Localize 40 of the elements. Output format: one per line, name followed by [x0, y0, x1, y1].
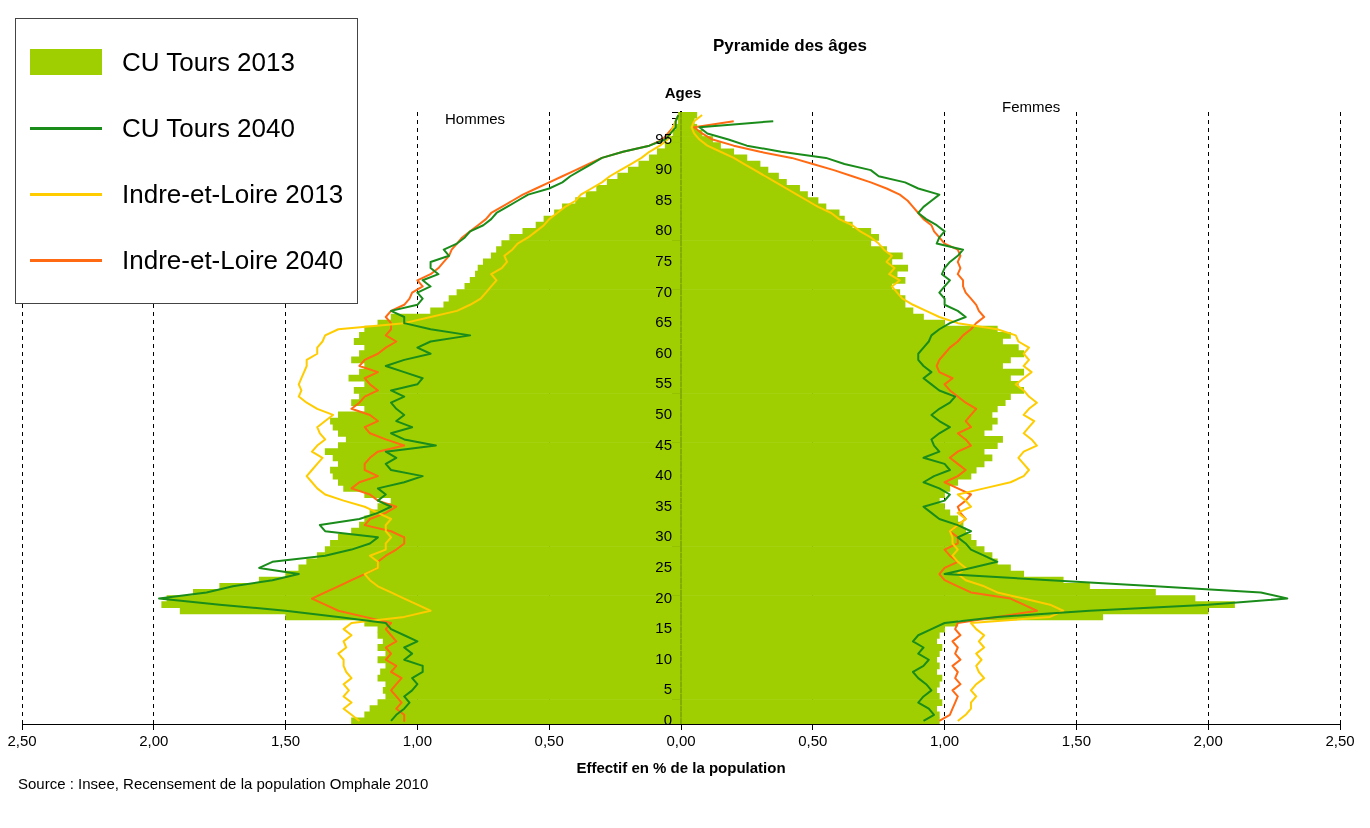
y-tick-label: 95: [655, 129, 672, 147]
x-tick-label: 1,50: [1061, 732, 1091, 750]
y-tick-label: 80: [655, 221, 672, 239]
y-tick-label: 45: [655, 435, 672, 453]
x-tick-label: 0,00: [666, 732, 696, 750]
y-tick-label: 90: [655, 160, 672, 178]
x-tick-label: 1,50: [271, 732, 301, 750]
x-tick-label: 2,50: [7, 732, 37, 750]
y-tick-label: 60: [655, 343, 672, 361]
legend-label: CU Tours 2040: [122, 112, 295, 144]
x-tick-label: 0,50: [798, 732, 828, 750]
y-tick-label: 30: [655, 527, 672, 545]
y-tick-label: 10: [655, 649, 672, 667]
y-tick-label: 65: [655, 313, 672, 331]
y-axis-title: Ages: [664, 84, 702, 101]
y-tick-label: 5: [663, 680, 672, 698]
y-tick-label: 20: [655, 588, 672, 606]
y-tick-label: 35: [655, 496, 672, 514]
x-tick-label: 0,50: [534, 732, 564, 750]
legend-label: CU Tours 2013: [122, 46, 295, 78]
x-tick-label: 2,00: [139, 732, 169, 750]
x-tick-label: 1,00: [402, 732, 432, 750]
y-tick-label: 75: [655, 252, 672, 270]
y-tick-label: 15: [655, 619, 672, 637]
y-tick-label: 70: [655, 282, 672, 300]
y-tick-label: 85: [655, 190, 672, 208]
chart-title: Pyramide des âges: [712, 36, 868, 56]
x-axis-title: Effectif en % de la population: [576, 759, 786, 777]
x-tick-label: 1,00: [930, 732, 960, 750]
annotation: Hommes: [445, 110, 506, 127]
annotation: Femmes: [1002, 98, 1061, 115]
legend-label: Indre-et-Loire 2013: [122, 178, 344, 210]
y-tick-label: 25: [655, 558, 672, 576]
x-tick-label: 2,00: [1193, 732, 1223, 750]
y-tick-label: 40: [655, 466, 672, 484]
y-tick-label: 55: [655, 374, 672, 392]
source-note: Source : Insee, Recensement de la population Omphale 2010: [18, 775, 429, 792]
legend-label: Indre-et-Loire 2040: [122, 244, 344, 276]
x-tick-label: 2,50: [1325, 732, 1355, 750]
y-tick-label: 50: [655, 405, 672, 423]
